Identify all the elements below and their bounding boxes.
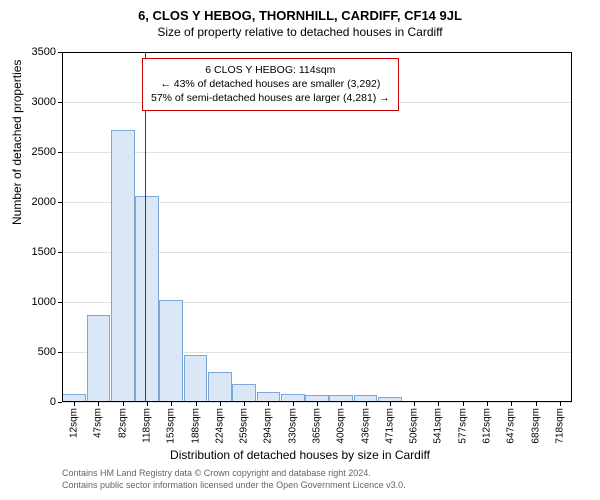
xtick-label: 153sqm — [166, 408, 177, 444]
xtick-mark — [511, 402, 512, 406]
ytick-mark — [58, 302, 62, 303]
ytick-mark — [58, 202, 62, 203]
ytick-label: 0 — [50, 396, 56, 408]
xtick-label: 506sqm — [409, 408, 420, 444]
histogram-bar — [87, 315, 111, 402]
xtick-mark — [244, 402, 245, 406]
xtick-mark — [123, 402, 124, 406]
ytick-mark — [58, 252, 62, 253]
xtick-mark — [268, 402, 269, 406]
xtick-mark — [220, 402, 221, 406]
ytick-label: 500 — [38, 346, 56, 358]
histogram-bar — [232, 384, 256, 402]
xtick-mark — [414, 402, 415, 406]
xtick-mark — [463, 402, 464, 406]
ytick-label: 2500 — [32, 146, 56, 158]
xtick-label: 612sqm — [482, 408, 493, 444]
ytick-label: 1000 — [32, 296, 56, 308]
axis-top — [62, 52, 572, 53]
xtick-mark — [390, 402, 391, 406]
histogram-bar — [111, 130, 135, 402]
histogram-bar — [184, 355, 208, 402]
plot-area: 6 CLOS Y HEBOG: 114sqm ← 43% of detached… — [62, 52, 572, 402]
xtick-label: 647sqm — [506, 408, 517, 444]
footer: Contains HM Land Registry data © Crown c… — [62, 468, 406, 491]
ytick-mark — [58, 152, 62, 153]
ytick-label: 1500 — [32, 246, 56, 258]
xtick-label: 82sqm — [117, 408, 128, 438]
footer-line-2: Contains public sector information licen… — [62, 480, 406, 492]
ytick-label: 2000 — [32, 196, 56, 208]
histogram-bar — [208, 372, 232, 402]
xtick-mark — [98, 402, 99, 406]
xtick-mark — [487, 402, 488, 406]
xtick-label: 683sqm — [530, 408, 541, 444]
xtick-mark — [74, 402, 75, 406]
ytick-mark — [58, 52, 62, 53]
ytick-mark — [58, 352, 62, 353]
xtick-mark — [293, 402, 294, 406]
xtick-mark — [171, 402, 172, 406]
annotation-line-2: ← 43% of detached houses are smaller (3,… — [151, 77, 390, 91]
ytick-mark — [58, 402, 62, 403]
x-axis-label: Distribution of detached houses by size … — [0, 448, 600, 462]
annotation-line-3: 57% of semi-detached houses are larger (… — [151, 91, 390, 105]
chart-container: 6, CLOS Y HEBOG, THORNHILL, CARDIFF, CF1… — [0, 0, 600, 500]
chart-title: 6, CLOS Y HEBOG, THORNHILL, CARDIFF, CF1… — [0, 0, 600, 23]
xtick-label: 118sqm — [142, 408, 153, 443]
xtick-mark — [536, 402, 537, 406]
annotation-box: 6 CLOS Y HEBOG: 114sqm ← 43% of detached… — [142, 58, 399, 111]
histogram-bar — [159, 300, 183, 402]
xtick-label: 12sqm — [69, 408, 80, 438]
xtick-label: 259sqm — [239, 408, 250, 444]
xtick-label: 294sqm — [263, 408, 274, 444]
y-axis-label: Number of detached properties — [10, 60, 24, 225]
xtick-label: 541sqm — [433, 408, 444, 444]
xtick-label: 436sqm — [360, 408, 371, 444]
xtick-label: 718sqm — [554, 408, 565, 444]
xtick-mark — [438, 402, 439, 406]
footer-line-1: Contains HM Land Registry data © Crown c… — [62, 468, 406, 480]
xtick-label: 47sqm — [93, 408, 104, 438]
xtick-label: 224sqm — [214, 408, 225, 444]
xtick-mark — [560, 402, 561, 406]
annotation-line-1: 6 CLOS Y HEBOG: 114sqm — [151, 63, 390, 77]
xtick-label: 577sqm — [457, 408, 468, 444]
xtick-mark — [366, 402, 367, 406]
ytick-mark — [58, 102, 62, 103]
xtick-label: 471sqm — [384, 408, 395, 444]
xtick-mark — [196, 402, 197, 406]
chart-subtitle: Size of property relative to detached ho… — [0, 23, 600, 39]
xtick-label: 365sqm — [312, 408, 323, 444]
xtick-label: 188sqm — [190, 408, 201, 444]
xtick-mark — [317, 402, 318, 406]
xtick-label: 330sqm — [287, 408, 298, 444]
xtick-label: 400sqm — [336, 408, 347, 444]
ytick-label: 3000 — [32, 96, 56, 108]
xtick-mark — [147, 402, 148, 406]
histogram-bar — [135, 196, 159, 402]
ytick-label: 3500 — [32, 46, 56, 58]
axis-right — [571, 52, 572, 402]
xtick-mark — [341, 402, 342, 406]
y-axis — [62, 52, 63, 402]
